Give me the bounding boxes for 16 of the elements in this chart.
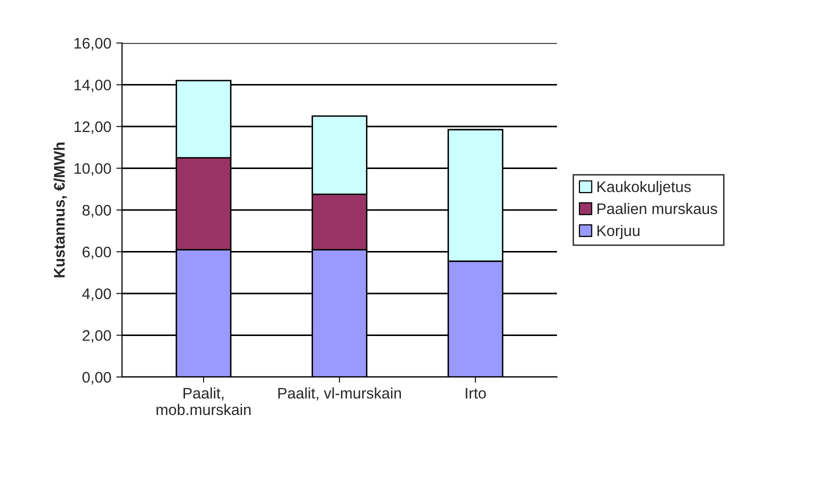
y-tick-label: 0,00 (82, 372, 111, 384)
y-tick-label: 16,00 (74, 38, 111, 50)
legend-label: Kaukokuljetus (598, 180, 691, 196)
x-tick-label: Paalit, mob.murskain (156, 387, 251, 416)
y-tick-label: 12,00 (74, 121, 111, 134)
y-tick-label: 4,00 (82, 288, 111, 301)
y-tick-label: 6,00 (82, 246, 111, 260)
y-tick-label: 2,00 (82, 330, 111, 343)
y-tick-label: 14,00 (74, 80, 111, 92)
y-axis-title: Kustannus, €/MWh (54, 142, 67, 278)
y-tick-label: 8,00 (82, 204, 111, 218)
legend-label: Korjuu (598, 224, 640, 240)
y-tick-label: 10,00 (74, 163, 111, 176)
x-tick-label: Paalit, vl-murskain (278, 387, 401, 400)
legend-label: Paalien murskaus (598, 202, 718, 214)
x-tick-label: Irto (466, 388, 486, 399)
